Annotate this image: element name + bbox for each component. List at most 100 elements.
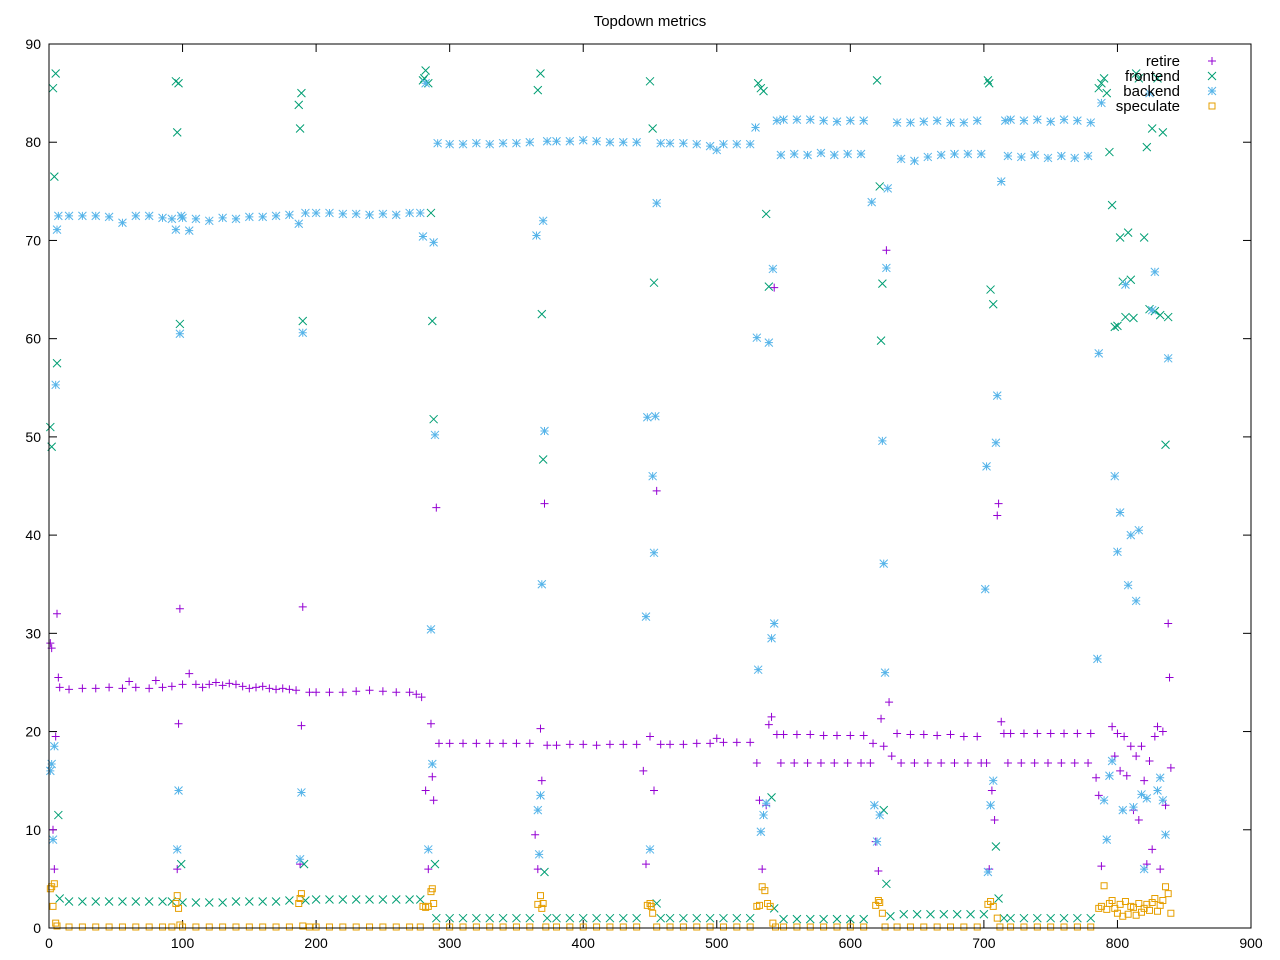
backend-point	[652, 198, 662, 208]
backend-point	[976, 149, 986, 159]
backend-point	[118, 218, 127, 228]
frontend-point	[78, 897, 87, 906]
frontend-point	[472, 913, 481, 923]
frontend-point	[1163, 312, 1173, 322]
speculate-point	[1097, 902, 1105, 910]
frontend-point	[994, 894, 1003, 903]
frontend-point	[426, 208, 436, 218]
legend-marker-speculate	[1208, 102, 1216, 110]
backend-point	[472, 138, 481, 148]
backend-point	[365, 210, 374, 220]
frontend-point	[538, 455, 548, 464]
frontend-point	[525, 913, 535, 923]
frontend-point	[419, 74, 429, 83]
frontend-point	[158, 897, 167, 906]
backend-point	[1030, 150, 1039, 160]
retire-point	[910, 758, 919, 767]
frontend-point	[445, 913, 455, 923]
retire-point	[764, 720, 773, 729]
backend-point	[819, 116, 828, 125]
backend-point	[963, 149, 973, 159]
retire-point	[258, 682, 267, 691]
backend-point	[458, 139, 468, 149]
speculate-point	[1151, 895, 1159, 903]
backend-point	[538, 216, 548, 226]
backend-point	[875, 810, 885, 820]
frontend-point	[295, 124, 305, 133]
speculate-point	[1121, 897, 1129, 905]
backend-point	[174, 786, 183, 795]
retire-point	[712, 734, 721, 743]
backend-point	[184, 226, 194, 235]
frontend-point	[966, 909, 975, 919]
frontend-point	[176, 859, 186, 869]
x-tick-label: 900	[1239, 935, 1263, 951]
speculate-point	[761, 887, 769, 895]
speculate-point	[993, 914, 1001, 922]
backend-point	[803, 150, 812, 160]
retire-point	[1134, 815, 1143, 824]
backend-point	[1145, 88, 1154, 98]
backend-point	[542, 136, 552, 146]
retire-point	[53, 609, 62, 618]
backend-point	[761, 798, 771, 808]
speculate-point	[874, 896, 882, 904]
retire-point	[429, 796, 438, 805]
frontend-point	[986, 285, 995, 294]
retire-point	[174, 719, 183, 728]
retire-point	[1060, 729, 1069, 738]
retire-point	[46, 639, 55, 648]
speculate-point	[606, 923, 614, 931]
frontend-point	[191, 898, 201, 907]
backend-point	[1115, 508, 1125, 517]
backend-point	[258, 212, 268, 222]
speculate-point	[693, 923, 701, 931]
retire-point	[238, 682, 247, 691]
frontend-point	[832, 914, 842, 924]
speculate-point	[1111, 904, 1119, 912]
retire-point	[830, 758, 839, 767]
speculate-point	[285, 923, 293, 931]
speculate-point	[424, 902, 432, 910]
speculate-point	[78, 923, 86, 931]
frontend-point	[991, 842, 1001, 851]
backend-point	[294, 219, 304, 229]
frontend-point	[805, 914, 815, 924]
retire-point	[421, 786, 430, 795]
retire-point	[191, 680, 200, 689]
backend-point	[665, 138, 675, 148]
speculate-point	[392, 923, 400, 931]
backend-point	[1142, 793, 1152, 803]
legend-marker-frontend	[1207, 71, 1217, 81]
y-tick-label: 80	[25, 134, 41, 150]
frontend-point	[244, 897, 254, 906]
data-points	[45, 66, 1175, 931]
backend-point	[882, 263, 891, 273]
backend-point	[1121, 280, 1130, 289]
frontend-point	[365, 895, 374, 904]
frontend-point	[415, 895, 425, 904]
speculate-point	[406, 923, 414, 931]
speculate-point	[512, 923, 520, 931]
backend-point	[231, 214, 241, 224]
y-tick-label: 90	[25, 36, 41, 52]
backend-point	[936, 150, 946, 160]
retire-point	[679, 740, 688, 749]
backend-point	[1046, 117, 1056, 126]
series-speculate	[46, 880, 1175, 931]
y-tick-label: 40	[25, 527, 41, 543]
frontend-point	[144, 897, 154, 906]
speculate-point	[366, 923, 374, 931]
backend-point	[759, 810, 768, 820]
retire-point	[1057, 758, 1066, 767]
backend-point	[311, 208, 321, 218]
retire-point	[619, 740, 628, 749]
frontend-point	[311, 895, 321, 904]
retire-point	[365, 686, 374, 695]
backend-point	[592, 136, 601, 146]
speculate-point	[65, 923, 73, 931]
speculate-point	[764, 899, 772, 907]
backend-point	[423, 845, 433, 854]
backend-point	[745, 139, 755, 149]
